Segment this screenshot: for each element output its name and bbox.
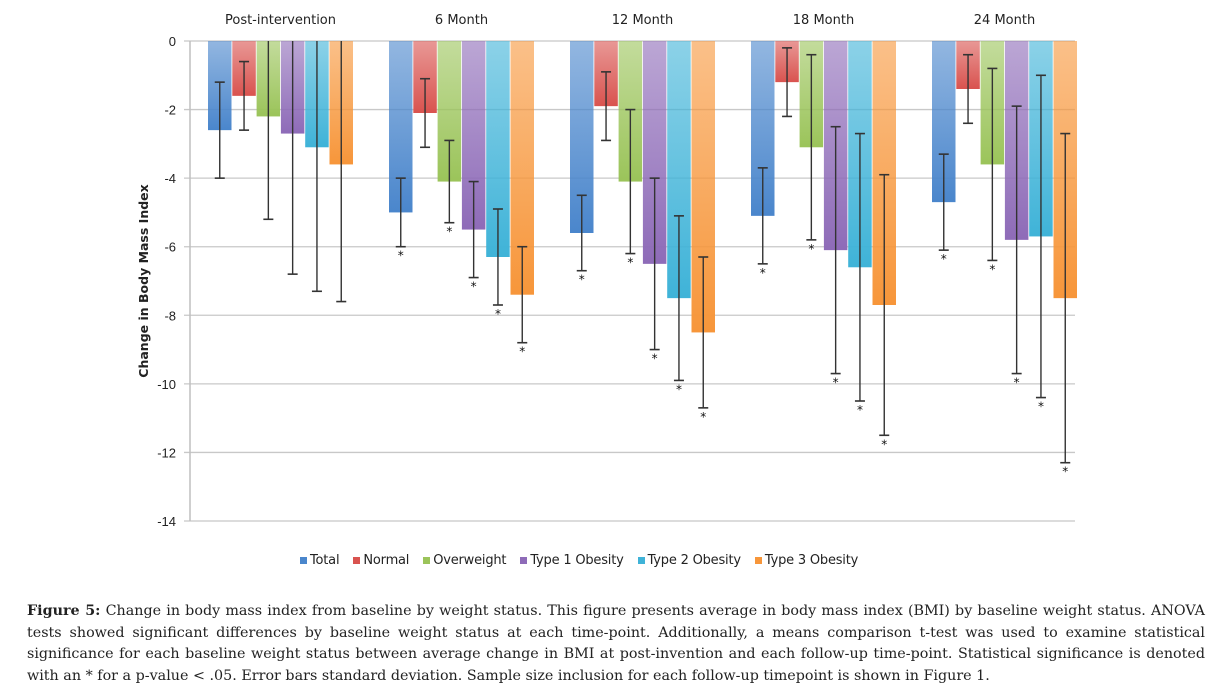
legend-item: Type 2 Obesity bbox=[637, 553, 741, 568]
significance-star: * bbox=[760, 266, 766, 280]
legend-swatch bbox=[300, 557, 307, 564]
significance-star: * bbox=[676, 382, 682, 396]
y-tick-label: -8 bbox=[164, 308, 176, 323]
bar-chart: ******************** 0-2-4-6-8-10-12-14 … bbox=[136, 13, 1077, 529]
legend-label: Overweight bbox=[433, 553, 507, 568]
significance-star: * bbox=[700, 410, 706, 424]
y-tick-label: -6 bbox=[164, 240, 176, 255]
significance-star: * bbox=[495, 307, 501, 321]
figure-caption: Figure 5: Change in body mass index from… bbox=[27, 601, 1205, 687]
bar bbox=[691, 41, 715, 333]
significance-star: * bbox=[471, 280, 477, 294]
significance-star: * bbox=[1014, 376, 1020, 390]
y-tick-label: 0 bbox=[169, 34, 176, 49]
legend-swatch bbox=[423, 557, 431, 564]
legend-item: Normal bbox=[353, 553, 409, 568]
significance-star: * bbox=[989, 262, 995, 276]
bar bbox=[510, 41, 534, 295]
legend-swatch bbox=[353, 557, 361, 564]
significance-star: * bbox=[1062, 465, 1068, 479]
legend-item: Overweight bbox=[423, 553, 507, 568]
chart-area: * * * * * * * * * * * * * * * * * * * * 0 -2 -4 -6 -8 -10 -12 -14 … bbox=[136, 13, 1077, 568]
y-axis-ticks: 0 -2 -4 -6 -8 -10 -12 -14 bbox=[157, 34, 176, 529]
bar bbox=[486, 41, 510, 257]
bar bbox=[570, 41, 594, 233]
significance-star: * bbox=[833, 376, 839, 390]
caption-text: Change in body mass index from baseline … bbox=[27, 603, 1205, 684]
legend-item: Total bbox=[300, 553, 340, 568]
category-label: 12 Month bbox=[612, 13, 673, 28]
category-labels: Post-intervention 6 Month 12 Month 18 Month… bbox=[225, 13, 1035, 28]
legend-label: Normal bbox=[363, 553, 410, 568]
y-tick-label: -10 bbox=[157, 377, 176, 392]
legend-swatch bbox=[520, 557, 528, 564]
significance-star: * bbox=[881, 437, 887, 451]
bar bbox=[389, 41, 413, 213]
y-tick-label: -4 bbox=[164, 171, 176, 186]
significance-star: * bbox=[579, 273, 585, 287]
significance-star: * bbox=[519, 345, 525, 359]
bar bbox=[642, 41, 667, 264]
significance-star: * bbox=[627, 256, 633, 270]
legend-label: Type 1 Obesity bbox=[530, 553, 624, 568]
bar bbox=[932, 41, 956, 203]
bar bbox=[751, 41, 775, 216]
legend-label: Total bbox=[310, 553, 340, 568]
legend-label: Type 3 Obesity bbox=[764, 553, 859, 568]
legend-label: Type 2 Obesity bbox=[647, 553, 741, 568]
bar bbox=[413, 41, 437, 113]
caption-label: Figure 5: bbox=[27, 603, 101, 619]
legend-swatch bbox=[637, 557, 645, 564]
y-tick-label: -2 bbox=[164, 103, 176, 118]
significance-star: * bbox=[808, 242, 814, 256]
bars bbox=[208, 41, 1077, 333]
y-axis-title: Change in Body Mass Index bbox=[136, 184, 151, 377]
bar bbox=[461, 41, 486, 230]
legend-item: Type 1 Obesity bbox=[520, 553, 624, 568]
legend-swatch bbox=[754, 557, 762, 564]
significance-star: * bbox=[941, 252, 947, 266]
bar bbox=[872, 41, 896, 305]
significance-star: * bbox=[652, 352, 658, 366]
legend-item: Type 3 Obesity bbox=[754, 553, 859, 568]
category-label: Post-intervention bbox=[225, 13, 336, 28]
significance-star: * bbox=[1038, 400, 1044, 414]
significance-star: * bbox=[398, 249, 404, 263]
significance-markers: * * * * * * * * * * * * * * * * * * * * bbox=[398, 225, 1069, 479]
y-tick-label: -12 bbox=[157, 445, 176, 460]
error-bars bbox=[214, 41, 1071, 464]
significance-star: * bbox=[857, 403, 863, 417]
category-label: 18 Month bbox=[793, 13, 854, 28]
y-tick-label: -14 bbox=[157, 514, 176, 529]
legend: Total Normal Overweight Type 1 Obesity Type … bbox=[300, 553, 858, 568]
bar bbox=[437, 41, 462, 182]
category-label: 6 Month bbox=[435, 13, 488, 28]
category-label: 24 Month bbox=[974, 13, 1035, 28]
bar bbox=[667, 41, 691, 299]
significance-star: * bbox=[446, 225, 452, 239]
